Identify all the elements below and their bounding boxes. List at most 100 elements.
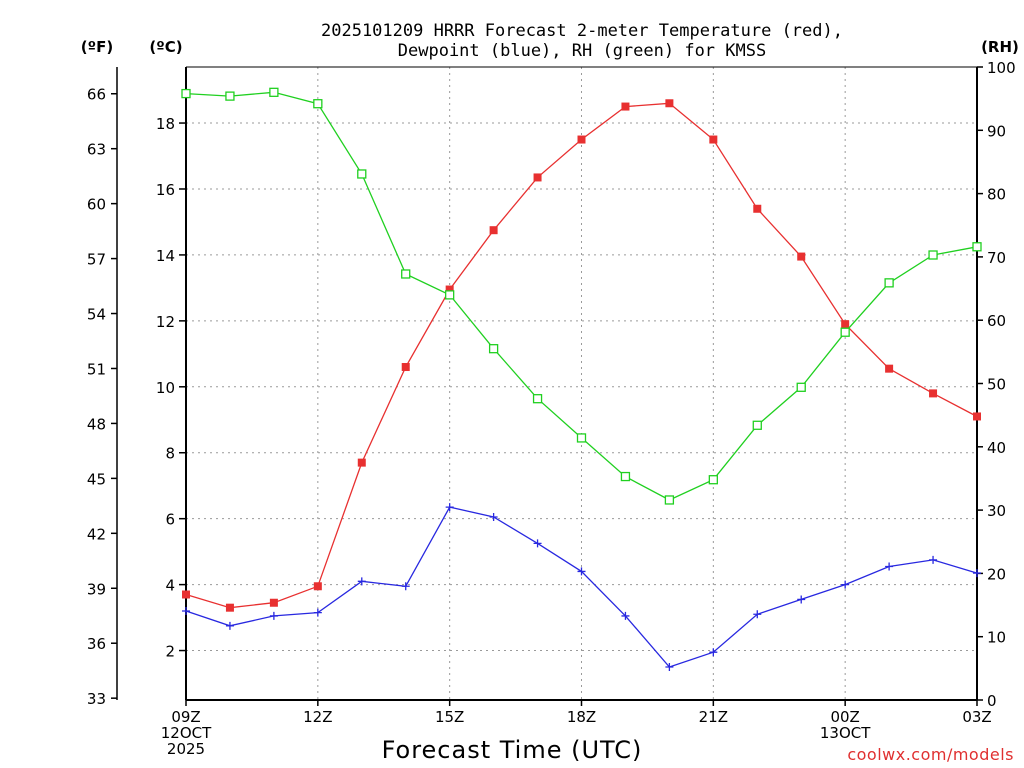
temperature-point [753, 204, 762, 213]
chart-title: 2025101209 HRRR Forecast 2-meter Tempera… [321, 21, 843, 61]
fahrenheit-tick-label: 60 [87, 196, 106, 214]
rh-point [445, 290, 455, 300]
celsius-tick-label: 10 [156, 379, 175, 397]
rh-point [708, 475, 718, 485]
rh-point [840, 327, 850, 337]
fahrenheit-tick-label: 36 [87, 635, 106, 653]
rh-tick-label: 0 [987, 692, 997, 710]
celsius-tick-label: 4 [165, 577, 175, 595]
rh-point [664, 495, 675, 505]
rh-tick-label: 20 [987, 565, 1006, 583]
dewpoint-point [182, 606, 190, 615]
celsius-tick-label: 18 [156, 115, 175, 133]
temperature-point [665, 99, 674, 108]
dewpoint-point [709, 648, 718, 657]
series-rh [181, 87, 982, 505]
celsius-tick-label: 16 [156, 181, 175, 199]
temperature-point [929, 389, 938, 398]
x-tick-label: 03Z [962, 708, 991, 726]
rh-tick-label: 40 [987, 439, 1006, 457]
celsius-tick-label: 14 [156, 247, 175, 265]
temperature-point [797, 252, 806, 261]
temperature-point [709, 135, 718, 144]
temperature-point [225, 603, 234, 612]
temperature-point [621, 102, 630, 111]
rh-point [357, 169, 367, 179]
rh-tick-label: 10 [987, 629, 1006, 647]
axes: 2 4 6 8 10 12 14 16 18 33 36 39 42 45 48 51 54 57 60 63 66 0 1… [87, 59, 1016, 758]
fahrenheit-tick-label: 48 [87, 415, 106, 433]
dewpoint-point [401, 582, 410, 591]
rh-point [576, 433, 587, 443]
rh-unit-label: (RH) [981, 38, 1019, 56]
dewpoint-point [445, 503, 454, 512]
rh-point [181, 88, 191, 99]
fahrenheit-tick-label: 45 [87, 470, 106, 488]
rh-point [928, 250, 938, 260]
celsius-tick-label: 6 [165, 511, 175, 529]
fahrenheit-tick-label: 33 [87, 690, 106, 708]
series-layer [181, 87, 982, 672]
dewpoint-point [753, 610, 762, 619]
rh-tick-label: 50 [987, 376, 1006, 394]
dewpoint-point [489, 513, 498, 522]
temperature-point [445, 285, 454, 294]
rh-point [972, 242, 982, 252]
rh-point [884, 278, 894, 288]
celsius-tick-label: 2 [165, 643, 175, 661]
fahrenheit-tick-label: 39 [87, 580, 106, 598]
temperature-point [401, 363, 410, 372]
temperature-point [577, 135, 586, 144]
gridlines [186, 67, 977, 700]
fahrenheit-unit-label: (ºF) [81, 38, 113, 56]
dewpoint-point [357, 577, 366, 586]
rh-point [620, 471, 631, 482]
x-tick-label: 12OCT [161, 724, 212, 742]
fahrenheit-tick-label: 54 [87, 306, 106, 324]
rh-point [313, 99, 323, 109]
x-tick-label: 15Z [435, 708, 464, 726]
dewpoint-point [885, 562, 894, 571]
x-tick-label: 21Z [699, 708, 728, 726]
rh-point [225, 91, 235, 101]
dewpoint-point [269, 611, 278, 620]
fahrenheit-tick-label: 42 [87, 525, 106, 543]
temperature-point [489, 226, 498, 235]
dewpoint-point [665, 663, 674, 672]
temperature-point [313, 582, 322, 591]
x-tick-label: 12Z [303, 708, 332, 726]
dewpoint-point [621, 611, 630, 620]
rh-tick-label: 30 [987, 502, 1006, 520]
temperature-point [269, 598, 278, 607]
dewpoint-point [973, 569, 981, 578]
series-temperature [182, 99, 981, 612]
rh-point [488, 344, 499, 354]
rh-point [401, 269, 411, 279]
temperature-point [973, 412, 981, 421]
celsius-unit-label: (ºC) [149, 38, 182, 56]
rh-point [752, 420, 762, 430]
fahrenheit-tick-label: 57 [87, 251, 106, 269]
temperature-point [533, 173, 542, 182]
dewpoint-point [929, 555, 938, 564]
temperature-point [841, 320, 850, 329]
dewpoint-point [797, 595, 806, 604]
x-tick-label: 09Z [171, 708, 200, 726]
x-axis-title: Forecast Time (UTC) [382, 736, 643, 764]
rh-tick-label: 90 [987, 122, 1006, 140]
rh-point [532, 394, 543, 404]
fahrenheit-tick-label: 66 [87, 86, 106, 104]
dewpoint-point [225, 621, 234, 630]
dewpoint-point [577, 567, 586, 576]
dewpoint-point [533, 539, 542, 548]
rh-tick-label: 80 [987, 186, 1006, 204]
x-tick-label: 00Z [830, 708, 859, 726]
rh-tick-label: 100 [987, 59, 1016, 77]
rh-tick-label: 60 [987, 312, 1006, 330]
credit-text: coolwx.com/models [847, 745, 1014, 764]
dewpoint-point [841, 580, 850, 589]
dewpoint-point [313, 608, 322, 617]
temperature-point [885, 364, 894, 373]
chart-title-line-1: 2025101209 HRRR Forecast 2-meter Tempera… [321, 21, 843, 41]
chart-title-line-2: Dewpoint (blue), RH (green) for KMSS [398, 41, 766, 61]
